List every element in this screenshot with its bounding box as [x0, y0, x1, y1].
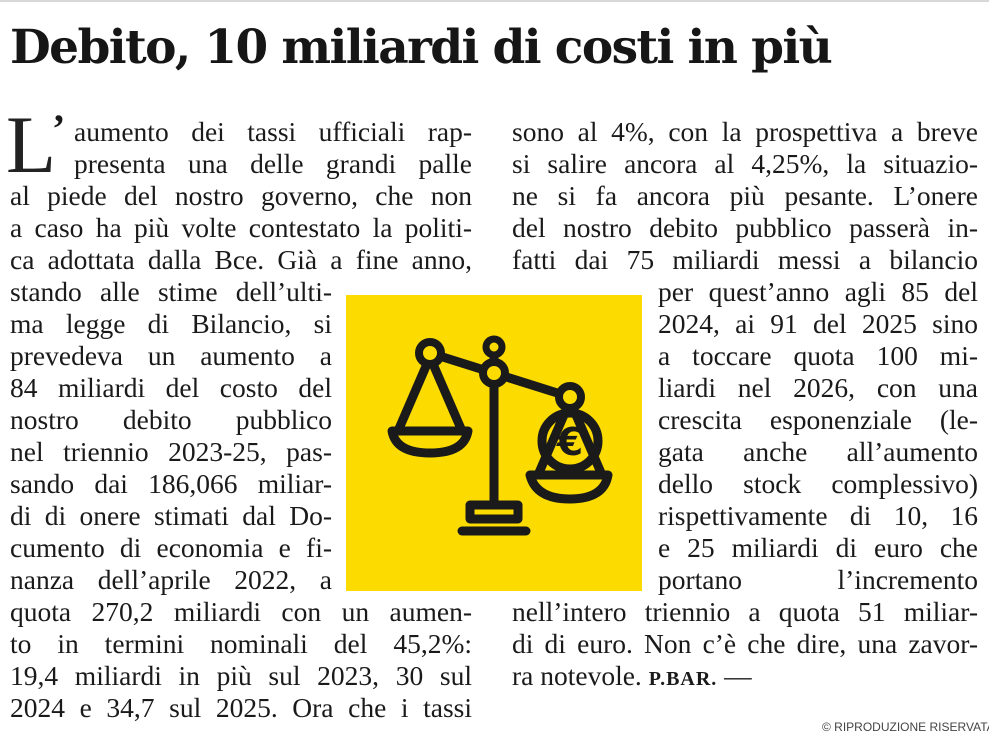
left-line: presenta una delle grandi palle	[74, 148, 472, 179]
scale-foot	[465, 500, 523, 524]
signature-dash: —	[717, 660, 752, 691]
right-line: sono al 4%, con la prospettiva a breve	[512, 116, 978, 147]
right-line: del nostro debito pubblico passerà in-	[512, 212, 978, 243]
left-line: stando alle stime dell’ulti-	[10, 276, 332, 307]
left-line: ca adottata dalla Bce. Già a fine anno,	[10, 244, 472, 275]
euro-coin	[537, 408, 603, 474]
top-pivot	[482, 335, 506, 359]
center-pivot	[479, 358, 509, 388]
right-line-text: ra notevole.	[512, 660, 642, 691]
drop-cap: L	[6, 99, 57, 190]
right-line: 2024, ai 91 del 2025 sino	[658, 308, 978, 339]
left-line: nostro debito pubblico	[10, 404, 332, 435]
right-line-last: ra notevole. P.BAR. —	[512, 661, 752, 691]
left-line: to in termini nominali del 45,2%:	[10, 628, 472, 659]
right-line: portano l’incremento	[658, 564, 978, 595]
top-rule	[0, 0, 989, 2]
left-line: cumento di economia e fi-	[10, 532, 332, 563]
left-string	[425, 352, 467, 436]
left-line: ma legge di Bilancio, si	[10, 308, 332, 339]
left-line: quota 270,2 miliardi con un aumen-	[10, 596, 472, 627]
right-line: si salire ancora al 4,25%, la situazio-	[512, 148, 978, 179]
right-pan	[525, 470, 613, 504]
left-pivot	[415, 338, 445, 368]
right-line: ne si fa ancora più pesante. L’onere	[512, 180, 978, 211]
left-line: nel triennio 2023-25, pas-	[10, 436, 332, 467]
left-line: aumento dei tassi ufficiali rap-	[74, 116, 472, 147]
right-line: e 25 miliardi di euro che	[658, 532, 978, 563]
right-pivot	[555, 382, 585, 412]
author-signature: P.BAR.	[648, 668, 718, 690]
left-line: nanza dell’aprile 2022, a	[10, 564, 332, 595]
euro-symbol: €	[556, 420, 583, 464]
right-line: liardi nel 2026, con una	[658, 372, 978, 403]
left-line: prevedeva un aumento a	[10, 340, 332, 371]
right-line: fatti dai 75 miliardi messi a bilancio	[512, 244, 978, 275]
right-line: di di euro. Non c’è che dire, una zavor-	[512, 628, 978, 659]
right-line: dello stock complessivo)	[658, 468, 978, 499]
right-line: crescita esponenziale (le-	[658, 404, 978, 435]
left-line: sando dai 186,066 miliar-	[10, 468, 332, 499]
left-line: a caso ha più volte contestato la politi…	[10, 212, 472, 243]
balance-scale-euro-icon: €	[387, 335, 613, 536]
right-line: per quest’anno agli 85 del	[658, 276, 978, 307]
right-line: a toccare quota 100 mi-	[658, 340, 978, 371]
left-line: 84 miliardi del costo del	[10, 372, 332, 403]
drop-cap-apostrophe: ’	[52, 106, 66, 151]
right-line: gata anche all’aumento	[658, 436, 978, 467]
left-line: di di onere stimati dal Do-	[10, 500, 332, 531]
illustration-panel: €	[346, 295, 642, 591]
right-line: nell’intero triennio a quota 51 miliar-	[512, 596, 978, 627]
right-line: rispettivamente di 10, 16	[658, 500, 978, 531]
left-pan	[387, 426, 473, 458]
left-line: 2024 e 34,7 sul 2025. Ora che i tassi	[10, 692, 472, 723]
headline: Debito, 10 miliardi di costi in più	[10, 20, 833, 75]
left-line: al piede del nostro governo, che non	[10, 180, 472, 211]
copyright-notice: © RIPRODUZIONE RISERVATA	[822, 720, 989, 734]
left-line: 19,4 miliardi in più sul 2023, 30 sul	[10, 660, 472, 691]
left-string	[393, 352, 435, 436]
